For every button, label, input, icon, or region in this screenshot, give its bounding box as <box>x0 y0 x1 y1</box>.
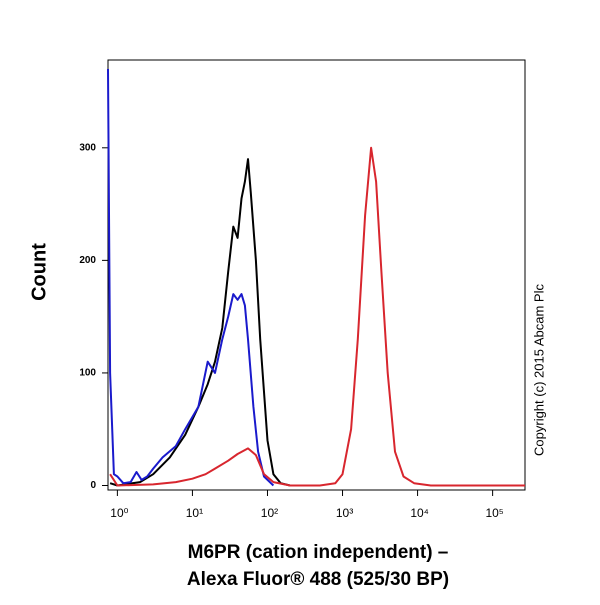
series-line <box>109 146 525 487</box>
y-tick-label: 0 <box>90 480 96 491</box>
copyright: Copyright (c) 2015 Abcam Plc <box>531 284 546 456</box>
x-axis-label: Alexa Fluor® 488 (525/30 BP) <box>187 569 449 590</box>
x-axis-label: M6PR (cation independent) – <box>188 542 449 563</box>
x-tick-label: 10⁴ <box>410 506 429 520</box>
series-line <box>109 158 291 487</box>
y-axis-label: Count <box>28 243 50 301</box>
x-tick-label: 10¹ <box>186 506 203 520</box>
y-tick-label: 100 <box>79 368 96 379</box>
x-tick-label: 10⁰ <box>110 506 128 520</box>
y-tick-label: 300 <box>79 142 96 153</box>
y-tick-label: 200 <box>79 255 96 266</box>
x-tick-label: 10³ <box>336 506 353 520</box>
series-line <box>107 68 275 487</box>
x-tick-label: 10⁵ <box>485 506 503 520</box>
x-tick-label: 10² <box>261 506 278 520</box>
plot-frame <box>107 59 526 491</box>
